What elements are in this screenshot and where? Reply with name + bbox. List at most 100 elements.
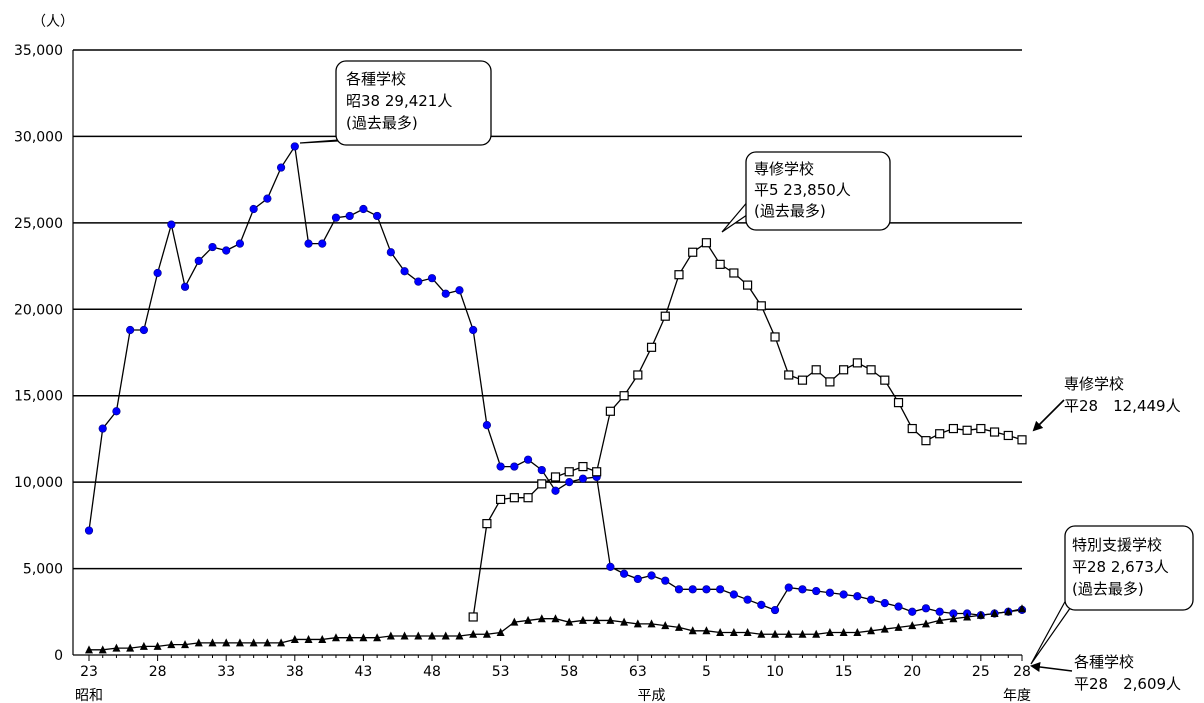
x-tick-label: 20 bbox=[903, 664, 921, 680]
data-point bbox=[565, 478, 574, 487]
x-tick-label: 10 bbox=[766, 664, 784, 680]
x-tick-label: 53 bbox=[492, 664, 510, 680]
data-point bbox=[921, 604, 931, 613]
data-point bbox=[894, 602, 903, 611]
data-point bbox=[112, 643, 121, 652]
x-tick-label: 28 bbox=[1013, 664, 1031, 680]
data-point bbox=[235, 239, 245, 248]
data-point bbox=[729, 268, 739, 278]
annotation-text: 平28 2,673人 bbox=[1072, 558, 1169, 576]
data-point bbox=[661, 621, 670, 630]
data-point bbox=[523, 493, 533, 503]
data-point bbox=[469, 325, 478, 335]
data-point bbox=[112, 407, 121, 416]
data-point bbox=[373, 211, 382, 221]
data-point bbox=[990, 609, 999, 618]
data-point bbox=[647, 619, 656, 628]
y-tick-label: 5,000 bbox=[23, 562, 63, 578]
x-tick-label: 58 bbox=[560, 664, 578, 680]
y-tick-label: 20,000 bbox=[14, 302, 63, 318]
data-point bbox=[455, 631, 464, 640]
data-point bbox=[756, 301, 766, 311]
data-point bbox=[647, 571, 656, 580]
data-point bbox=[222, 246, 231, 255]
data-point bbox=[989, 427, 1000, 437]
data-point bbox=[441, 631, 450, 640]
data-point bbox=[674, 622, 683, 631]
data-point bbox=[414, 631, 423, 640]
x-tick-label: 23 bbox=[80, 664, 98, 680]
data-point bbox=[550, 472, 561, 482]
data-point bbox=[249, 204, 258, 214]
data-point bbox=[345, 211, 354, 221]
data-point bbox=[318, 634, 327, 643]
data-point bbox=[277, 638, 286, 647]
data-point bbox=[482, 629, 491, 638]
data-point bbox=[963, 612, 972, 621]
data-point bbox=[729, 590, 738, 599]
data-point bbox=[770, 605, 780, 615]
data-point bbox=[660, 311, 670, 321]
data-point bbox=[359, 633, 368, 642]
data-point bbox=[784, 629, 793, 638]
data-point bbox=[578, 461, 588, 472]
data-point bbox=[688, 585, 697, 594]
x-tick-label: 15 bbox=[835, 664, 853, 680]
data-point bbox=[757, 600, 766, 609]
data-point bbox=[592, 467, 602, 477]
data-point bbox=[812, 629, 821, 638]
data-point bbox=[318, 239, 327, 248]
data-point bbox=[894, 622, 903, 631]
callout-box bbox=[745, 151, 891, 231]
annotation-text: 専修学校 bbox=[754, 160, 814, 178]
data-point bbox=[606, 562, 615, 571]
y-tick-label: 0 bbox=[54, 648, 63, 664]
data-point bbox=[524, 615, 533, 624]
data-point bbox=[976, 423, 986, 434]
data-point bbox=[537, 465, 546, 475]
data-point bbox=[208, 242, 217, 252]
data-point bbox=[605, 406, 615, 416]
data-point bbox=[716, 585, 725, 594]
gridlines bbox=[73, 49, 1022, 570]
data-point bbox=[633, 619, 642, 628]
data-point bbox=[276, 163, 286, 172]
annotation-text: (過去最多) bbox=[1072, 580, 1144, 598]
data-point bbox=[646, 342, 657, 352]
data-point bbox=[167, 640, 176, 649]
annotation-text: (過去最多) bbox=[346, 114, 418, 132]
data-point bbox=[839, 365, 849, 375]
data-point bbox=[935, 615, 944, 624]
data-point bbox=[674, 585, 684, 594]
data-point bbox=[194, 256, 203, 265]
data-point bbox=[619, 391, 629, 401]
data-point bbox=[825, 588, 835, 597]
data-point bbox=[811, 365, 821, 375]
data-point bbox=[455, 286, 464, 295]
data-point bbox=[551, 614, 560, 623]
data-point bbox=[496, 628, 505, 637]
data-point bbox=[620, 617, 629, 626]
data-point bbox=[153, 268, 162, 278]
data-point bbox=[235, 638, 244, 647]
data-point bbox=[126, 325, 135, 335]
data-point bbox=[427, 274, 437, 283]
data-point bbox=[1018, 604, 1026, 613]
data-point bbox=[551, 486, 560, 495]
data-point bbox=[345, 633, 354, 642]
data-point bbox=[784, 370, 794, 380]
data-point bbox=[935, 429, 945, 439]
data-point bbox=[359, 204, 368, 214]
data-point bbox=[400, 267, 409, 276]
data-point bbox=[866, 365, 876, 375]
annotation-arrow bbox=[1030, 662, 1073, 672]
data-point bbox=[496, 462, 505, 471]
annotation-text: 特別支援学校 bbox=[1072, 536, 1162, 554]
data-point bbox=[853, 628, 862, 637]
data-point bbox=[1003, 430, 1013, 441]
x-era-label: 昭和 bbox=[75, 688, 103, 703]
data-point bbox=[386, 248, 395, 257]
data-point bbox=[222, 638, 231, 647]
data-point bbox=[180, 282, 190, 291]
